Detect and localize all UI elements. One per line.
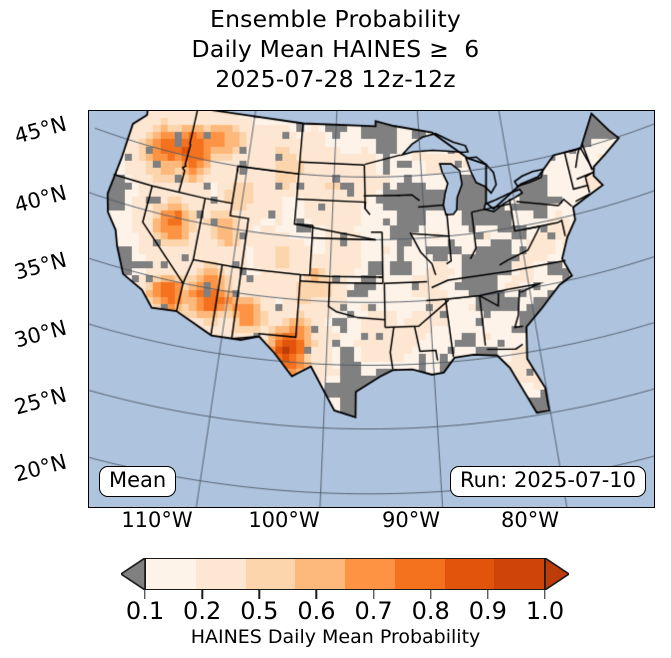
colorbar-tick-2 xyxy=(258,590,260,599)
lat-label-20n: 20°N xyxy=(11,449,70,487)
colorbar-over-arrow xyxy=(545,558,569,590)
colorbar-tick-label-0: 0.1 xyxy=(125,597,165,625)
badge-model-run: Run: 2025-07-10 xyxy=(449,466,646,497)
colorbar-band-6 xyxy=(444,559,495,589)
colorbar-tick-3 xyxy=(315,590,318,599)
title-line-1: Ensemble Probability xyxy=(210,5,461,33)
colorbar-tick-4 xyxy=(372,590,375,599)
colorbar-band-7 xyxy=(494,559,544,589)
badge-mean: Mean xyxy=(99,466,177,497)
lat-label-30n: 30°N xyxy=(11,315,70,353)
lon-label-110w: 110°W xyxy=(121,508,193,532)
colorbar-band-5 xyxy=(394,559,445,589)
colorbar: 0.1 0.2 0.5 0.6 0.7 0.8 0.9 1.0 HAINES Daily Me… xyxy=(0,553,671,658)
colorbar-tick-label-1: 0.2 xyxy=(183,597,222,625)
colorbar-tick-label-2: 0.5 xyxy=(240,597,279,625)
colorbar-band-4 xyxy=(345,559,395,589)
lat-label-40n: 40°N xyxy=(11,180,70,218)
lat-label-35n: 35°N xyxy=(11,247,70,285)
lat-label-25n: 25°N xyxy=(11,382,70,420)
probability-heatmap[interactable] xyxy=(89,111,654,507)
colorbar-ticks xyxy=(144,590,546,599)
colorbar-tick-labels: 0.1 0.2 0.5 0.6 0.7 0.8 0.9 1.0 xyxy=(126,597,564,627)
colorbar-band-2 xyxy=(245,559,296,589)
colorbar-tick-1 xyxy=(201,590,203,599)
colorbar-tick-5 xyxy=(430,590,432,599)
lat-label-45n: 45°N xyxy=(11,111,70,149)
colorbar-tick-0 xyxy=(144,590,146,599)
page-title: Ensemble Probability Daily Mean HAINES ≥… xyxy=(0,4,671,94)
colorbar-axis-label: HAINES Daily Mean Probability xyxy=(190,626,481,648)
colorbar-band-0 xyxy=(146,559,196,589)
map-panel[interactable]: Mean Run: 2025-07-10 xyxy=(88,110,655,508)
colorbar-band-1 xyxy=(195,559,246,589)
colorbar-tick-6 xyxy=(487,590,489,599)
lon-label-90w: 90°W xyxy=(382,508,440,532)
colorbar-tick-label-6: 0.9 xyxy=(468,597,507,625)
title-line-3: 2025-07-28 12z-12z xyxy=(215,65,456,93)
colorbar-tick-7 xyxy=(544,590,546,599)
colorbar-tick-label-4: 0.7 xyxy=(354,597,393,625)
colorbar-band-3 xyxy=(295,559,345,589)
colorbar-tick-label-5: 0.8 xyxy=(411,597,450,625)
colorbar-tick-label-3: 0.6 xyxy=(297,597,336,625)
title-line-2: Daily Mean HAINES ≥ 6 xyxy=(191,35,480,63)
colorbar-bands xyxy=(145,558,545,590)
lon-label-80w: 80°W xyxy=(501,508,559,532)
colorbar-tick-label-7: 1.0 xyxy=(525,597,565,625)
colorbar-under-arrow xyxy=(121,558,145,590)
lon-label-100w: 100°W xyxy=(248,508,320,532)
